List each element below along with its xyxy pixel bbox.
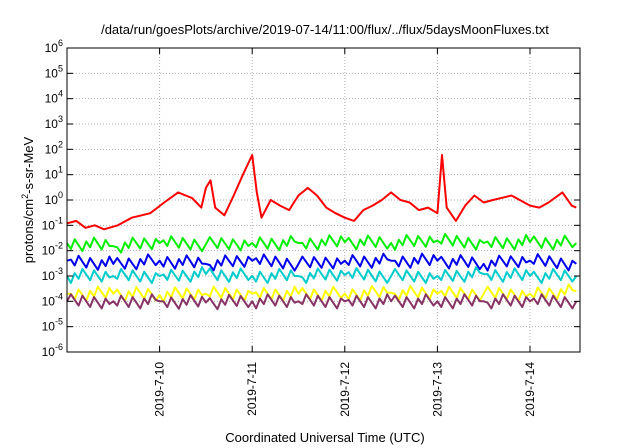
y-tick-label: 10-1: [42, 215, 63, 232]
grid: [67, 48, 580, 352]
y-axis-label: protons/cm2-s-sr-MeV: [20, 136, 36, 263]
chart-title: /data/run/goesPlots/archive/2019-07-14/1…: [101, 22, 549, 37]
x-axis-label: Coordinated Universal Time (UTC): [225, 430, 424, 445]
x-tick-label: 2019-7-10: [153, 362, 167, 417]
y-tick-label: 104: [45, 89, 63, 106]
y-tick-label: 100: [45, 190, 63, 207]
y-axis-label-sup: 2: [20, 194, 30, 199]
x-tick-label: 2019-7-12: [338, 362, 352, 417]
x-tick-label: 2019-7-14: [523, 362, 537, 417]
tick-labels: 10-6 10-5 10-4 10-3 10-2 10-1 100 101 102 103 104 1…: [42, 38, 537, 417]
y-axis-label-post: -s-sr-MeV: [21, 136, 36, 193]
y-tick-label: 102: [45, 139, 63, 156]
x-tick-label: 2019-7-11: [245, 362, 259, 416]
y-tick-label: 10-4: [42, 291, 63, 308]
y-tick-label: 10-5: [42, 317, 63, 334]
series-layer: [66, 154, 578, 311]
x-tick-label: 2019-7-13: [430, 362, 444, 417]
y-tick-label: 105: [45, 63, 63, 80]
y-tick-label: 106: [45, 38, 63, 55]
axes: [66, 47, 581, 353]
series-line-1: [66, 154, 577, 231]
series-line-3: [66, 252, 577, 272]
y-tick-label: 101: [45, 165, 63, 182]
series-line-2: [66, 232, 578, 254]
y-tick-label: 10-2: [42, 241, 63, 258]
series-line-6: [66, 293, 578, 311]
y-axis-label-pre: protons/cm: [21, 199, 36, 263]
y-tick-label: 10-6: [42, 342, 63, 359]
series-line-4: [66, 266, 578, 284]
y-tick-label: 103: [45, 114, 63, 131]
plot-frame: [66, 47, 581, 353]
y-tick-label: 10-3: [42, 266, 63, 283]
